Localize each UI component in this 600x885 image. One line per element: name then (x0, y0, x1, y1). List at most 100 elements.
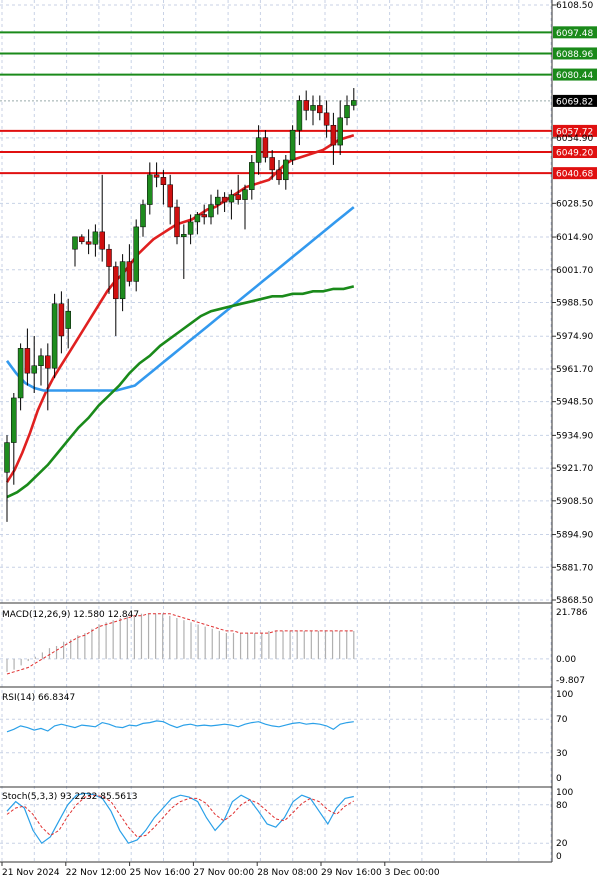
candle-body (31, 365, 37, 374)
price-tick-label: 5908.50 (556, 497, 593, 507)
level-badge (553, 146, 597, 159)
candle (31, 335, 37, 393)
candle-body (126, 261, 133, 282)
time-tick-label: 21 Nov 2024 (2, 868, 60, 878)
level-label: 6097.48 (556, 29, 593, 39)
candle (11, 392, 17, 485)
candle-body (289, 129, 296, 161)
candle-body (330, 124, 337, 146)
moving-average-line (6, 285, 355, 499)
candle (181, 224, 187, 279)
candle-body (174, 206, 180, 238)
candle-body (133, 226, 139, 282)
candle-body (296, 100, 303, 131)
candle (235, 174, 241, 205)
candle-body (11, 397, 17, 443)
price-tick-label: 6028.50 (556, 199, 593, 209)
candle (133, 219, 139, 292)
candle (140, 199, 146, 237)
macd-tick-label: -9.807 (556, 676, 585, 686)
candle (174, 199, 180, 245)
candle (65, 298, 71, 349)
candle (113, 261, 119, 336)
candle-body (215, 196, 221, 205)
candle (255, 125, 262, 175)
price-tick-label: 5988.50 (556, 299, 593, 309)
price-tick-label: 5948.50 (556, 398, 593, 408)
candle-body (45, 355, 51, 369)
stoch-tick-label: 100 (556, 788, 573, 798)
candle (187, 214, 194, 245)
candle-body (181, 234, 187, 238)
candle (221, 192, 228, 213)
level-label: 6080.44 (556, 71, 593, 81)
candle-body (65, 310, 71, 329)
candle (45, 343, 51, 411)
level-badge (553, 167, 597, 180)
candle (160, 169, 167, 205)
level-badge (553, 26, 597, 39)
level-label: 6049.20 (556, 149, 593, 159)
candle-body (317, 105, 323, 114)
candle (344, 95, 350, 126)
stoch-k-line (6, 792, 354, 845)
level-label: 6040.68 (556, 170, 593, 180)
price-tick-label: 5974.90 (556, 332, 593, 342)
macd-signal-line (6, 613, 354, 675)
candle (242, 184, 248, 230)
candle-body (283, 159, 289, 181)
candle (167, 174, 173, 225)
candle (38, 348, 44, 386)
candle (215, 189, 221, 215)
candle (323, 100, 330, 138)
macd-tick-label: 0.00 (556, 655, 576, 665)
candle (126, 244, 133, 287)
candle (228, 189, 235, 220)
candle-body (351, 100, 357, 106)
candle-body (79, 236, 85, 243)
candle (289, 125, 296, 165)
moving-average-line (5, 206, 355, 392)
candle-body (167, 184, 173, 208)
candle-body (323, 112, 330, 126)
stoch-tick-label: 80 (556, 801, 568, 811)
candle (194, 212, 201, 235)
time-tick-label: 3 Dec 00:00 (385, 868, 440, 878)
candle (296, 95, 303, 146)
current-price-label: 6069.82 (556, 97, 593, 107)
candle (24, 328, 31, 386)
candle-body (344, 105, 350, 119)
level-label: 6088.96 (556, 50, 593, 60)
time-tick-label: 25 Nov 16:00 (130, 868, 191, 878)
candle (79, 234, 85, 245)
candle (119, 254, 126, 312)
candle (85, 229, 92, 255)
candle-body (249, 162, 255, 190)
candle-body (4, 442, 10, 473)
candle-body (269, 157, 275, 171)
candle (317, 95, 323, 121)
moving-average-line (5, 133, 355, 483)
candle-body (194, 214, 201, 223)
macd-label: MACD(12,26,9) 12.580 12.847 (2, 610, 139, 620)
candle (17, 343, 24, 411)
price-tick-label: 5881.70 (556, 563, 593, 573)
price-tick-label: 5894.90 (556, 531, 593, 541)
stoch-d-line (6, 794, 355, 838)
candle (58, 291, 65, 354)
candle (262, 130, 269, 163)
price-tick-label: 5921.70 (556, 464, 593, 474)
candle (330, 112, 337, 165)
candle-body (235, 194, 241, 200)
candle-body (72, 236, 78, 250)
rsi-tick-label: 100 (556, 690, 573, 700)
candle-body (153, 174, 160, 178)
candle-body (92, 231, 99, 245)
candle (337, 100, 343, 155)
candle (99, 174, 105, 262)
price-tick-label: 6014.90 (556, 233, 593, 243)
candle-body (58, 303, 65, 337)
rsi-label: RSI(14) 66.8347 (2, 693, 75, 703)
